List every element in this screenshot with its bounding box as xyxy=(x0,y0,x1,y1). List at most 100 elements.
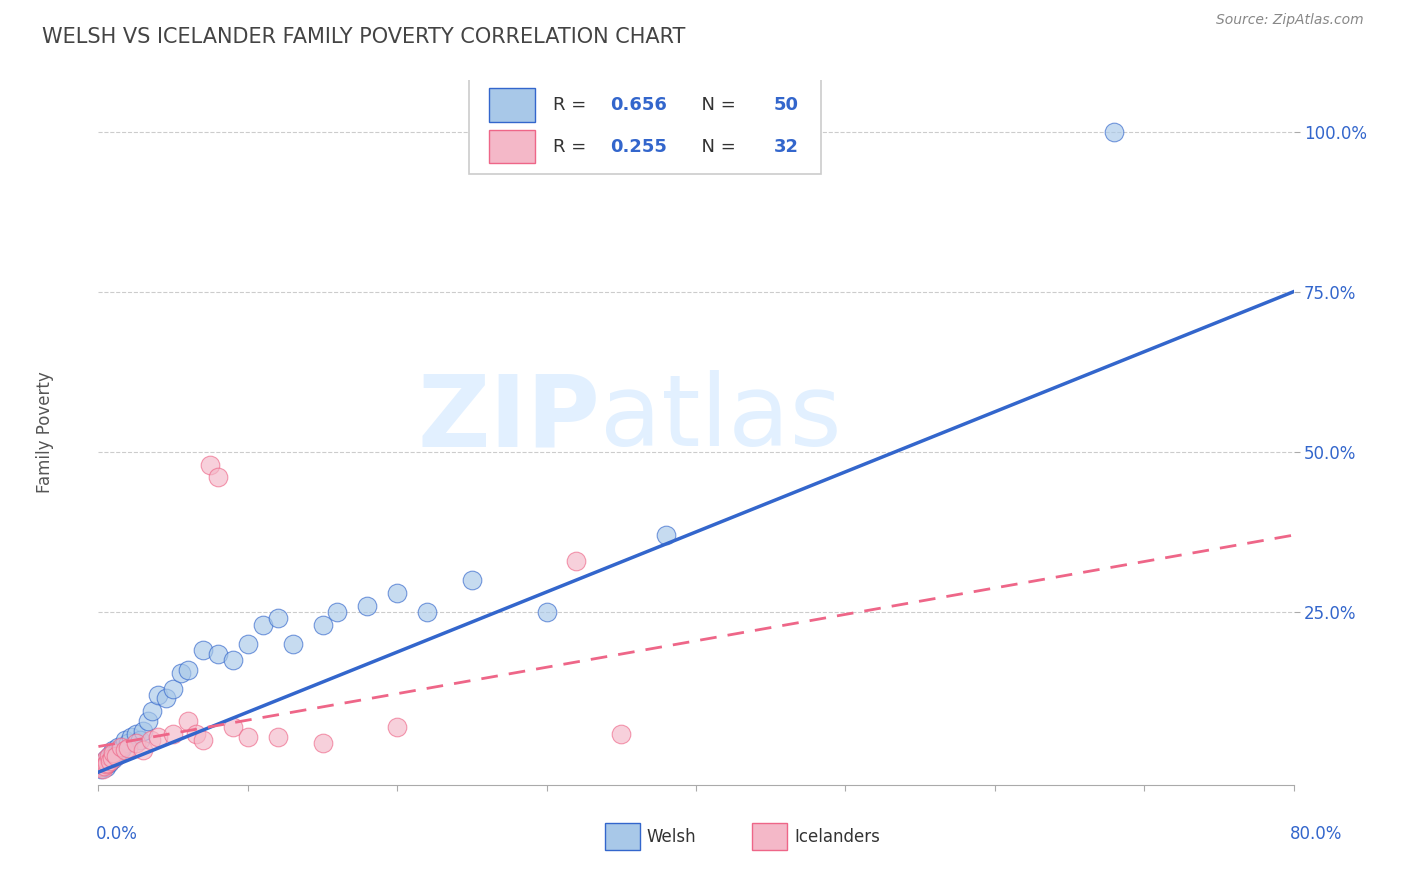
Text: WELSH VS ICELANDER FAMILY POVERTY CORRELATION CHART: WELSH VS ICELANDER FAMILY POVERTY CORREL… xyxy=(42,27,686,46)
Point xyxy=(125,736,148,750)
Point xyxy=(96,754,118,768)
Point xyxy=(139,733,162,747)
FancyBboxPatch shape xyxy=(470,78,821,174)
Text: R =: R = xyxy=(553,96,592,114)
Point xyxy=(132,742,155,756)
Point xyxy=(177,714,200,728)
Point xyxy=(267,611,290,625)
Point xyxy=(191,643,214,657)
Text: Welsh: Welsh xyxy=(647,828,696,846)
Point xyxy=(94,752,117,766)
Point xyxy=(96,757,118,772)
Point xyxy=(177,663,200,677)
Point xyxy=(90,762,112,776)
Point xyxy=(103,742,125,756)
Point xyxy=(148,688,170,702)
Point xyxy=(1104,124,1126,138)
Point xyxy=(101,751,124,765)
Point xyxy=(385,720,409,734)
Point xyxy=(93,756,115,770)
Text: 0.0%: 0.0% xyxy=(96,825,138,843)
Point xyxy=(117,736,139,750)
Point xyxy=(416,605,439,619)
Point xyxy=(97,749,120,764)
Point xyxy=(125,727,148,741)
Point xyxy=(148,730,170,744)
Point xyxy=(207,470,229,484)
Point xyxy=(91,757,114,772)
Point xyxy=(98,751,122,765)
Text: Source: ZipAtlas.com: Source: ZipAtlas.com xyxy=(1216,13,1364,28)
Point xyxy=(141,704,163,718)
Point xyxy=(110,739,132,754)
Text: 80.0%: 80.0% xyxy=(1291,825,1343,843)
Text: 32: 32 xyxy=(773,137,799,155)
Point xyxy=(222,653,245,667)
Bar xyxy=(489,88,534,122)
Point xyxy=(461,573,484,587)
Point xyxy=(222,720,245,734)
Point xyxy=(184,727,207,741)
Point xyxy=(105,749,128,764)
Point xyxy=(93,758,115,772)
Point xyxy=(311,617,333,632)
Bar xyxy=(489,129,534,163)
Point xyxy=(155,691,177,706)
Text: 0.255: 0.255 xyxy=(610,137,666,155)
Point xyxy=(655,528,678,542)
Point xyxy=(311,736,333,750)
Point xyxy=(103,752,125,766)
Point xyxy=(91,762,114,776)
Point xyxy=(162,727,184,741)
Point xyxy=(110,742,132,756)
Point xyxy=(103,746,125,760)
Point xyxy=(267,730,290,744)
Point xyxy=(200,458,222,472)
Point xyxy=(90,760,112,774)
Text: atlas: atlas xyxy=(600,370,842,467)
Text: ZIP: ZIP xyxy=(418,370,600,467)
Point xyxy=(101,746,124,760)
Point xyxy=(356,599,378,613)
Point xyxy=(94,757,117,772)
Point xyxy=(91,756,114,770)
Point xyxy=(114,742,136,756)
Point xyxy=(111,740,134,755)
Point xyxy=(236,730,259,744)
Point xyxy=(207,647,229,661)
Point xyxy=(565,554,588,568)
Text: 0.656: 0.656 xyxy=(610,96,666,114)
Point xyxy=(136,714,159,728)
Point xyxy=(105,749,128,764)
Point xyxy=(536,605,558,619)
Point xyxy=(93,758,115,772)
Point xyxy=(610,727,633,741)
Point xyxy=(169,665,191,680)
Point xyxy=(94,760,117,774)
Text: Icelanders: Icelanders xyxy=(794,828,880,846)
Point xyxy=(107,739,129,754)
Point xyxy=(104,747,127,762)
Point xyxy=(91,760,114,774)
Point xyxy=(114,733,136,747)
Point xyxy=(162,681,184,696)
Point xyxy=(236,637,259,651)
Point xyxy=(97,749,120,764)
Text: N =: N = xyxy=(690,137,741,155)
Text: Family Poverty: Family Poverty xyxy=(35,372,53,493)
Point xyxy=(117,740,139,755)
Point xyxy=(132,723,155,738)
Text: R =: R = xyxy=(553,137,592,155)
Point xyxy=(120,730,142,744)
Point xyxy=(94,752,117,766)
Point xyxy=(97,756,120,770)
Point xyxy=(98,754,122,768)
Point xyxy=(96,756,118,770)
Text: 50: 50 xyxy=(773,96,799,114)
Point xyxy=(252,617,274,632)
Text: N =: N = xyxy=(690,96,741,114)
Point xyxy=(129,733,152,747)
Point xyxy=(385,586,409,600)
Point xyxy=(191,733,214,747)
Point xyxy=(98,754,122,768)
